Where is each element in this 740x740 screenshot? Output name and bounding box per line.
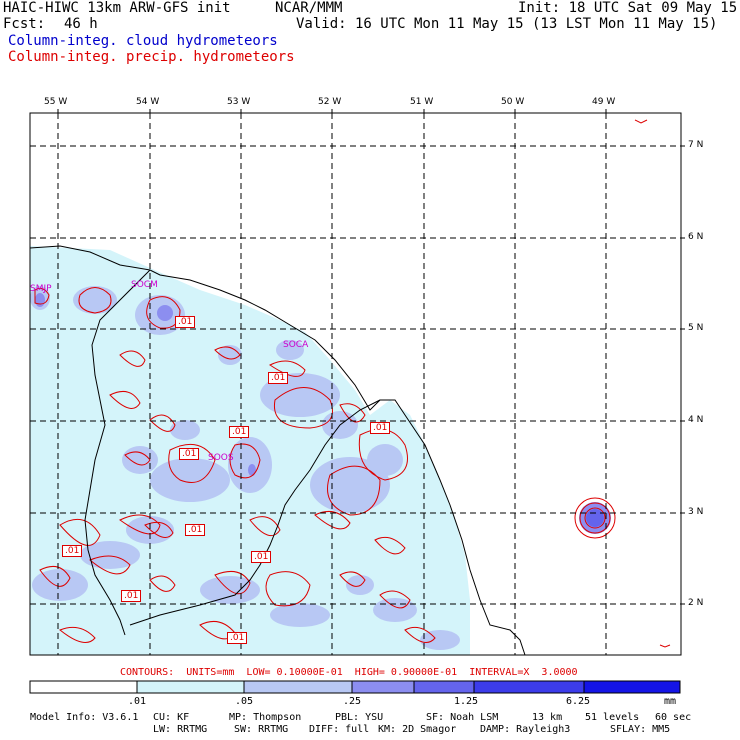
lat-label: 7 N: [688, 140, 704, 150]
lat-label: 6 N: [688, 232, 704, 242]
colorbar-tick: .05: [235, 696, 254, 707]
contour-label: .01: [121, 590, 142, 602]
footer-km: KM: 2D Smagor: [378, 724, 457, 735]
contour-label: .01: [370, 422, 391, 434]
station-label: SOCM: [131, 280, 158, 290]
contour-label: .01: [179, 448, 200, 460]
contour-label: .01: [62, 545, 83, 557]
colorbar-tick: .01: [128, 696, 147, 707]
center-label: NCAR/MMM: [275, 0, 343, 16]
lon-label: 50 W: [501, 97, 525, 107]
init-time: Init: 18 UTC Sat 09 May 15: [518, 0, 738, 16]
contour-label: .01: [268, 372, 289, 384]
forecast-label: Fcst:: [3, 16, 46, 32]
field-cloud-label: Column-integ. cloud hydrometeors: [8, 33, 278, 49]
footer-mp: MP: Thompson: [229, 712, 302, 723]
precip-contours: [34, 119, 671, 648]
footer-model-info: Model Info: V3.6.1: [30, 712, 139, 723]
contour-label: .01: [175, 316, 196, 328]
footer-damp: DAMP: Rayleigh3: [480, 724, 571, 735]
station-label: SOCA: [283, 340, 309, 350]
lat-label: 2 N: [688, 598, 704, 608]
model-title: HAIC-HIWC 13km ARW-GFS init: [3, 0, 231, 16]
field-precip-label: Column-integ. precip. hydrometeors: [8, 49, 295, 65]
footer-sw: SW: RRTMG: [234, 724, 289, 735]
footer-sf: SF: Noah LSM: [426, 712, 499, 723]
lon-label: 51 W: [410, 97, 434, 107]
colorbar-tick: .25: [343, 696, 362, 707]
lat-label: 5 N: [688, 323, 704, 333]
shading-layer: [30, 246, 611, 655]
lat-lon-grid: [30, 113, 681, 655]
footer-levels: 51 levels: [585, 712, 640, 723]
colorbar-tick: 1.25: [454, 696, 479, 707]
contours-info: CONTOURS: UNITS=mm LOW= 0.10000E-01 HIGH…: [120, 667, 578, 678]
lat-label: 4 N: [688, 415, 704, 425]
footer-sflay: SFLAY: MM5: [610, 724, 671, 735]
contour-label: .01: [229, 426, 250, 438]
footer-diff: DIFF: full: [309, 724, 370, 735]
footer-cu: CU: KF: [153, 712, 190, 723]
map-frame: [29, 112, 682, 656]
lon-label: 54 W: [136, 97, 160, 107]
colorbar-unit: mm: [664, 696, 677, 707]
lon-label: 52 W: [318, 97, 342, 107]
footer-pbl: PBL: YSU: [335, 712, 384, 723]
contour-label: .01: [185, 524, 206, 536]
forecast-hour: 46 h: [64, 16, 98, 32]
valid-time: Valid: 16 UTC Mon 11 May 15 (13 LST Mon …: [296, 16, 718, 32]
footer-res: 13 km: [532, 712, 563, 723]
lon-label: 55 W: [44, 97, 68, 107]
footer-lw: LW: RRTMG: [153, 724, 208, 735]
station-label: SOOS: [208, 453, 234, 463]
frame-ticks: [57, 109, 685, 605]
lon-label: 49 W: [592, 97, 616, 107]
contour-label: .01: [251, 551, 272, 563]
lon-label: 53 W: [227, 97, 251, 107]
footer-timestep: 60 sec: [655, 712, 692, 723]
coastline: [30, 245, 526, 655]
lat-label: 3 N: [688, 507, 704, 517]
colorbar-tick: 6.25: [566, 696, 591, 707]
contour-label: .01: [227, 632, 248, 644]
station-label: SMJP: [30, 284, 52, 294]
